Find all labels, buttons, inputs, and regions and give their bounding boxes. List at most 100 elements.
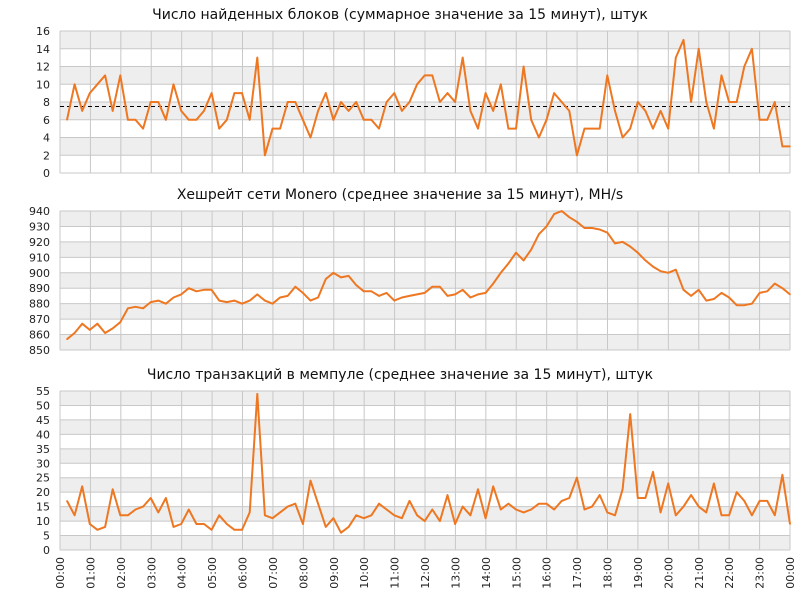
x-tick-label: 04:00 (176, 557, 189, 589)
data-point (492, 282, 495, 285)
data-point (553, 213, 555, 215)
data-point (522, 511, 525, 514)
data-point (758, 292, 761, 294)
data-point (735, 304, 738, 307)
y-tick-label: 10 (36, 515, 50, 528)
data-point (294, 502, 297, 505)
data-point (675, 514, 677, 517)
data-point (614, 514, 616, 517)
data-point (697, 48, 700, 50)
data-point (271, 127, 274, 130)
data-point (256, 393, 259, 395)
data-point (226, 301, 228, 303)
data-point (195, 290, 198, 293)
data-point (454, 523, 456, 525)
data-point (233, 299, 236, 302)
x-tick-label: 22:00 (723, 557, 736, 589)
data-point (157, 101, 160, 103)
data-point (766, 119, 768, 121)
y-tick-label: 25 (36, 472, 50, 485)
data-point (111, 327, 114, 330)
data-point (149, 497, 152, 499)
data-point (317, 110, 319, 112)
data-point (507, 127, 510, 130)
data-point (408, 500, 411, 502)
data-point (538, 502, 540, 505)
data-point (431, 285, 434, 288)
data-point (134, 508, 137, 511)
data-point (294, 101, 297, 103)
data-point (127, 119, 129, 121)
data-point (530, 508, 532, 511)
y-tick-label: 910 (29, 251, 50, 264)
y-tick-label: 30 (36, 457, 50, 470)
data-point (423, 520, 426, 522)
data-point (332, 119, 335, 121)
data-point (484, 292, 487, 294)
data-point (149, 301, 152, 303)
data-point (134, 306, 137, 308)
data-point (73, 514, 76, 517)
data-point (233, 529, 236, 531)
data-point (538, 233, 540, 235)
data-point (309, 299, 312, 302)
data-point (621, 241, 624, 243)
chart-title: Число найденных блоков (суммарное значен… (152, 7, 648, 23)
data-point (241, 92, 243, 94)
data-point (477, 127, 479, 130)
data-point (279, 127, 281, 130)
x-tick-label: 08:00 (297, 557, 310, 589)
y-tick-label: 55 (36, 385, 50, 398)
data-point (500, 83, 502, 86)
data-point (393, 514, 396, 517)
data-point (682, 39, 685, 41)
data-point (416, 514, 418, 517)
data-point (484, 517, 487, 519)
data-point (598, 228, 601, 231)
data-point (96, 83, 99, 86)
data-point (637, 497, 639, 499)
data-point (393, 299, 396, 302)
data-point (781, 145, 784, 148)
data-point (256, 56, 259, 59)
data-point (560, 210, 563, 212)
chart-panel-2: 850 860 870 880 890 900 910 920 930 940 Хешрейт се… (29, 187, 791, 357)
data-point (195, 119, 198, 121)
data-point (454, 101, 456, 103)
x-tick-label: 03:00 (145, 557, 158, 589)
data-point (188, 119, 190, 121)
data-point (370, 119, 373, 121)
data-point (439, 285, 441, 288)
data-point (439, 101, 441, 103)
x-tick-label: 02:00 (115, 557, 128, 589)
data-point (165, 119, 167, 121)
data-point (690, 494, 692, 496)
data-point (766, 290, 768, 293)
data-point (96, 322, 99, 325)
data-point (469, 514, 472, 517)
y-tick-label: 880 (29, 298, 50, 311)
data-point (439, 520, 441, 522)
data-point (621, 136, 624, 139)
y-tick-label: 2 (43, 149, 50, 162)
series-line (66, 210, 791, 340)
data-point (606, 74, 609, 77)
chart-panel-1: 0 2 4 6 8 10 12 14 16 Число найденных блоков (сум… (36, 7, 791, 180)
data-point (553, 92, 555, 94)
x-tick-label: 09:00 (328, 557, 341, 589)
x-tick-label: 17:00 (571, 557, 584, 589)
data-point (461, 289, 464, 291)
data-point (614, 242, 616, 245)
data-point (454, 293, 456, 296)
data-point (203, 523, 205, 525)
data-point (682, 505, 685, 508)
data-point (279, 511, 281, 514)
data-point (104, 526, 106, 528)
data-point (758, 500, 761, 502)
data-point (347, 110, 350, 112)
data-point (180, 110, 182, 112)
data-point (484, 92, 487, 94)
data-point (652, 265, 654, 268)
data-point (188, 508, 190, 511)
